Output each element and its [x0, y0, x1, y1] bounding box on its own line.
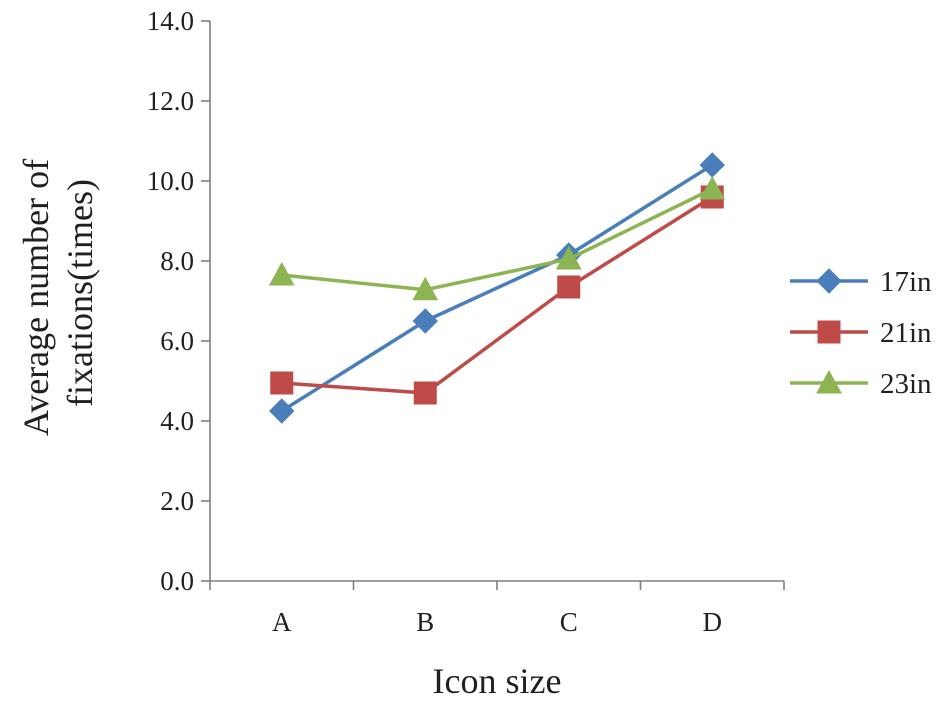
- x-axis: A B C D: [209, 580, 785, 637]
- y-tick-label: 6.0: [160, 326, 194, 356]
- series-line: [281, 195, 714, 395]
- data-point: [270, 371, 294, 395]
- data-point: [413, 381, 437, 405]
- y-axis-title-line-1: Average number of: [16, 159, 56, 436]
- y-tick-label: 8.0: [160, 246, 194, 276]
- data-point: [412, 276, 439, 301]
- legend-label: 23in: [880, 368, 932, 400]
- x-tick-label: A: [272, 607, 292, 637]
- data-point: [557, 275, 581, 299]
- legend-marker: [816, 268, 842, 294]
- y-tick-label: 12.0: [147, 86, 194, 116]
- data-point: [268, 261, 295, 286]
- series-layer: [268, 152, 726, 424]
- legend-label: 17in: [880, 266, 932, 298]
- series-line: [280, 163, 714, 413]
- y-axis-title: Average number of fixations(times): [16, 150, 100, 436]
- legend-item: 17in: [790, 266, 932, 298]
- data-point: [412, 308, 438, 334]
- y-tick-label: 10.0: [147, 166, 194, 196]
- x-tick-label: C: [560, 607, 578, 637]
- series-17in: [269, 152, 725, 424]
- legend: 17in 21in 23in: [790, 266, 932, 400]
- data-point: [699, 175, 726, 200]
- y-tick-label: 2.0: [160, 486, 194, 516]
- data-point: [699, 152, 725, 178]
- data-point: [555, 245, 582, 270]
- data-point: [269, 398, 295, 424]
- x-tick-label: B: [416, 607, 434, 637]
- y-tick-label: 4.0: [160, 406, 194, 436]
- x-axis-title: Icon size: [433, 661, 562, 701]
- series-21in: [270, 185, 724, 405]
- legend-label: 21in: [880, 317, 932, 349]
- legend-marker: [817, 320, 841, 344]
- legend-item: 23in: [790, 368, 932, 400]
- y-axis-title-line-2: fixations(times): [60, 179, 100, 407]
- x-tick-label: D: [703, 607, 723, 637]
- series-line: [281, 187, 714, 292]
- y-tick-label: 0.0: [160, 566, 194, 596]
- y-axis: 0.0 2.0 4.0 6.0 8.0 10.0 12.0 14.0: [147, 6, 211, 596]
- legend-item: 21in: [790, 317, 932, 349]
- series-23in: [268, 175, 726, 301]
- legend-marker: [816, 369, 842, 394]
- y-tick-label: 14.0: [147, 6, 194, 36]
